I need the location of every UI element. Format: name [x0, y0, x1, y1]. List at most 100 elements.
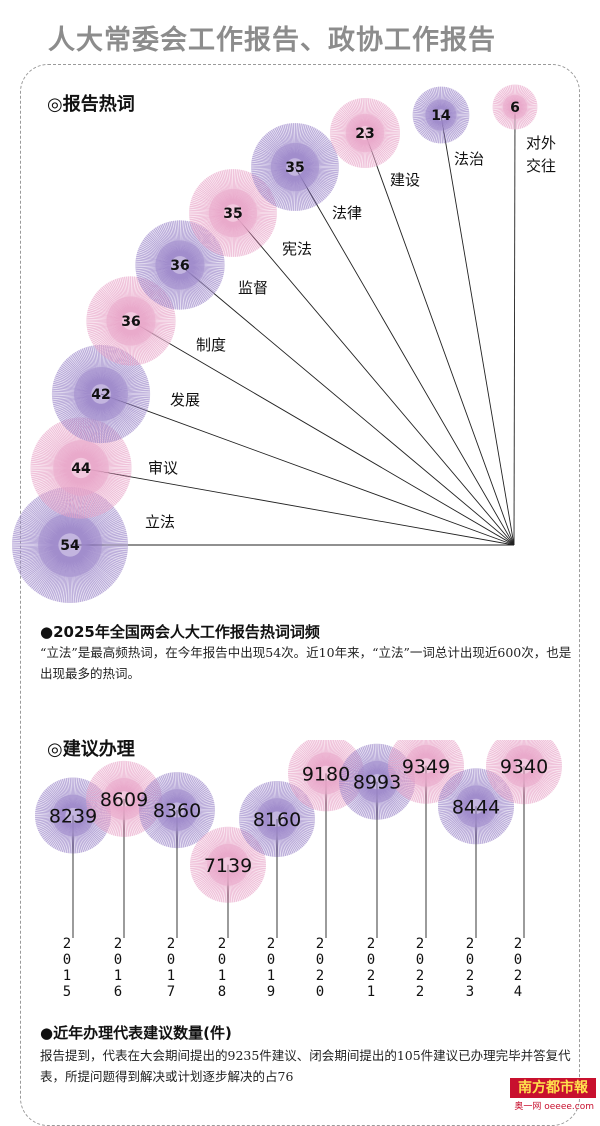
word-value-3: 36 — [121, 314, 140, 330]
word-bubble-1-disc — [30, 417, 132, 519]
suggestion-value-6: 8993 — [353, 772, 401, 794]
word-label-8: 法治 — [454, 150, 484, 168]
word-bubble-9 — [492, 84, 538, 130]
hotword-chart-caption: ●2025年全国两会人大工作报告热词词频 — [40, 623, 320, 641]
fan-line-8 — [440, 114, 515, 546]
word-value-4: 36 — [170, 258, 189, 274]
page-title: 人大常委会工作报告、政协工作报告 — [48, 25, 496, 56]
suggestion-value-1: 8609 — [100, 789, 148, 811]
suggestion-bubble-1 — [86, 760, 162, 837]
hotword-description: “立法”是最高频热词，在今年报告中出现54次。近10年来，“立法”一词总计出现近… — [40, 645, 572, 681]
word-bubble-8-rays — [412, 86, 470, 144]
suggestion-bubble-2-disc — [139, 772, 215, 849]
fan-line-5 — [232, 212, 515, 546]
suggestion-bubble-3 — [190, 826, 266, 903]
fan-line-2 — [100, 393, 515, 546]
suggestion-bubble-9-rays — [486, 740, 562, 805]
suggestion-bubble-6-rays — [339, 743, 415, 820]
suggestion-bubble-4-disc — [239, 781, 315, 858]
suggestion-bubble-8 — [438, 768, 514, 845]
hotword-fan-chart: 54 44 42 36 36 35 35 23 14 6 立法 审议 发展 制度 监督 宪法 法律 建设 法治 对外交… — [11, 84, 556, 604]
suggestion-value-3: 7139 — [204, 855, 252, 877]
word-value-2: 42 — [91, 387, 110, 403]
fan-line-1 — [80, 467, 515, 546]
suggestion-value-7: 9349 — [402, 756, 450, 778]
suggestion-bubble-8-rays — [438, 768, 514, 845]
word-label-3: 制度 — [196, 336, 226, 354]
suggestion-bubble-0 — [35, 777, 111, 854]
word-label-2: 发展 — [170, 391, 200, 409]
word-bubble-1-rays — [30, 417, 132, 519]
word-value-5: 35 — [223, 206, 242, 222]
word-label-5: 宪法 — [282, 240, 312, 258]
word-bubble-8 — [412, 86, 470, 144]
suggestion-bubble-9 — [486, 740, 562, 805]
suggestion-value-4: 8160 — [253, 809, 301, 831]
suggestion-bubble-0-disc — [35, 777, 111, 854]
word-bubble-4-rays — [135, 220, 225, 310]
word-bubble-2-rays — [51, 344, 151, 444]
suggestion-value-0: 8239 — [49, 805, 97, 827]
word-label-9-0: 对外 — [526, 134, 556, 152]
suggestion-value-5: 9180 — [302, 763, 350, 785]
suggestion-bubble-7 — [388, 740, 464, 804]
website-label: 奥一网 oeeee.com — [514, 1102, 594, 1112]
suggestion-chart-caption: ●近年办理代表建议数量(件) — [40, 1024, 232, 1042]
word-value-9: 6 — [510, 100, 520, 116]
word-label-9-1: 交往 — [526, 157, 556, 175]
word-bubble-0-disc — [12, 487, 128, 603]
suggestion-bubble-4-rays — [239, 780, 315, 858]
word-label-7: 建设 — [390, 171, 420, 189]
suggestion-value-8: 8444 — [452, 796, 500, 818]
suggestion-bubble-8-disc — [438, 768, 514, 845]
suggestion-bubble-3-rays — [190, 826, 266, 903]
fan-line-6 — [294, 166, 515, 546]
word-bubble-4 — [135, 220, 225, 310]
word-bubble-0 — [11, 486, 129, 604]
section-title-hotwords: ◎报告热词 — [47, 94, 135, 115]
word-bubble-6 — [251, 123, 339, 211]
section-title-suggestions: ◎建议办理 — [47, 739, 135, 760]
suggestion-bubble-5-rays — [288, 740, 364, 812]
suggestion-bubble-3-disc — [190, 826, 266, 903]
word-bubble-7 — [329, 97, 401, 169]
suggestion-bubble-2 — [139, 772, 215, 849]
suggestion-bubble-4 — [239, 780, 315, 858]
suggestion-value-2: 8360 — [153, 800, 201, 822]
fan-line-9 — [513, 106, 516, 546]
suggestion-bubble-2-rays — [139, 772, 215, 849]
word-bubble-3-rays — [86, 276, 176, 366]
word-label-0: 立法 — [145, 513, 175, 531]
word-bubble-6-rays — [251, 123, 339, 211]
word-bubble-9-rays — [492, 84, 538, 130]
fan-line-7 — [364, 132, 515, 546]
word-value-0: 54 — [60, 538, 80, 554]
fan-line-4 — [179, 264, 515, 546]
newspaper-logo: 南方都市報 — [510, 1078, 596, 1098]
word-label-6: 法律 — [332, 204, 362, 222]
suggestion-bubble-7-disc — [388, 740, 464, 804]
word-value-6: 35 — [285, 160, 304, 176]
suggestion-bubble-9-disc — [486, 740, 562, 805]
word-label-4: 监督 — [238, 279, 268, 297]
word-value-1: 44 — [71, 461, 91, 477]
word-label-1: 审议 — [148, 459, 178, 477]
word-value-8: 14 — [431, 108, 451, 124]
word-value-7: 23 — [355, 126, 374, 142]
word-bubble-5 — [189, 169, 277, 257]
word-bubble-2 — [51, 344, 151, 444]
suggestion-description: 报告提到，代表在大会期间提出的9235件建议、闭会期间提出的105件建议已办理完… — [40, 1048, 571, 1084]
fan-line-3 — [130, 320, 515, 546]
suggestion-bubble-7-rays — [388, 740, 464, 804]
